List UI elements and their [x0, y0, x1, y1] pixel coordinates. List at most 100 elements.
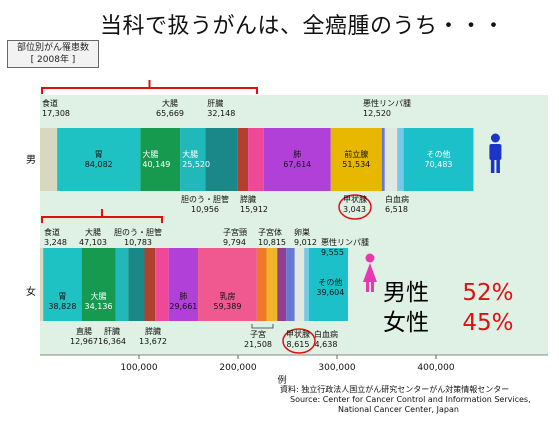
label-f-colon: 大腸 — [91, 291, 107, 301]
label-f-other-value: 39,604 — [316, 288, 344, 297]
person-body — [489, 144, 502, 160]
bar-segment — [266, 248, 278, 321]
label-f-rectum-value: 12,967 — [70, 337, 98, 346]
label-m-stomach-value: 84,082 — [85, 160, 113, 169]
person-leg — [370, 282, 374, 292]
label-f-liver-value: 16,364 — [98, 337, 126, 346]
data-labels: 食道17,308大腸65,669肝臓32,148悪性リンパ腫12,520胃84,… — [42, 98, 453, 349]
label-f-gallbladder-value: 10,783 — [124, 238, 152, 247]
bar-segment — [155, 248, 169, 321]
label-m-prostate-value: 51,534 — [342, 160, 370, 169]
label-m-gallbladder-value: 10,956 — [191, 205, 219, 214]
bar-segment — [81, 248, 116, 321]
label-m-liver-value: 32,148 — [207, 109, 235, 118]
label-m-other: その他 — [427, 149, 451, 159]
person-head — [365, 253, 375, 263]
label-m-colorectum: 大腸 — [162, 98, 178, 108]
label-m-esophagus: 食道 — [42, 98, 58, 108]
label-m-liver: 肝臓 — [207, 98, 223, 108]
label-f-cervix: 子宮頸 — [223, 227, 247, 237]
label-f-leukemia: 白血病 — [314, 329, 338, 339]
sublabel-line2: [ 2008年 ] — [30, 55, 76, 65]
bar-segment — [43, 248, 82, 321]
male-bracket — [41, 87, 258, 94]
label-f-uterine-body-value: 10,815 — [258, 238, 286, 247]
bar-segment — [277, 248, 287, 321]
label-f-pancreas-value: 13,672 — [139, 337, 167, 346]
label-m-prostate: 前立腺 — [344, 149, 368, 159]
label-f-colorectum: 大腸 — [85, 227, 101, 237]
label-f-pancreas: 膵臓 — [145, 326, 161, 336]
person-leg — [490, 158, 495, 173]
bar-segment — [397, 128, 404, 191]
label-f-colon-value: 34,136 — [85, 302, 113, 311]
label-m-pancreas: 膵臓 — [240, 194, 256, 204]
label-m-colon-value: 40,149 — [142, 160, 170, 169]
bar-segment — [140, 128, 181, 191]
source-line3: National Cancer Center, Japan — [338, 405, 459, 414]
bar-segment — [40, 248, 44, 321]
label-f-esophagus-value: 3,248 — [44, 238, 67, 247]
label-f-liver: 肝臓 — [104, 326, 120, 336]
label-m-esophagus-value: 17,308 — [42, 109, 70, 118]
label-f-lymphoma: 悪性リンパ腫 — [321, 237, 369, 247]
sublabel-line1: 部位別がん罹患数 — [16, 43, 89, 53]
label-m-colon: 大腸 — [142, 149, 158, 159]
female-thyroid-circle — [282, 328, 316, 354]
label-m-lung: 肺 — [293, 150, 301, 159]
bar-segment — [237, 128, 249, 191]
bar-segment — [403, 128, 474, 191]
bar-segment — [286, 248, 295, 321]
label-f-stomach: 胃 — [58, 292, 66, 301]
label-f-lung: 肺 — [179, 292, 187, 301]
label-m-thyroid: 甲状腺 — [343, 194, 367, 204]
label-f-breast: 乳房 — [219, 291, 235, 301]
person-leg — [496, 158, 500, 173]
x-axis: 100,000 200,000 300,000 400,000 例 男女 — [26, 154, 548, 386]
male-thyroid-circle — [338, 194, 372, 220]
label-f-rectum: 直腸 — [76, 326, 92, 336]
chart-title: 当科で扱うがんは、全癌腫のうち・・・ — [100, 14, 506, 39]
label-f-esophagus: 食道 — [44, 227, 60, 237]
bar-segment — [294, 248, 305, 321]
label-f-uterine-body: 子宮体 — [258, 227, 282, 237]
bar-segment — [57, 128, 141, 191]
label-m-pancreas-value: 15,912 — [240, 205, 268, 214]
label-f-other: その他 — [318, 277, 342, 287]
source-note: 資料: 独立行政法人国立がん研究センターがん対策情報センター Source: C… — [280, 385, 556, 415]
label-m-lymphoma: 悪性リンパ腫 — [363, 98, 411, 108]
bar-segment — [263, 128, 331, 191]
summary-female-label: 女性 — [383, 310, 429, 336]
label-f-ovary: 卵巣 — [294, 227, 310, 237]
bar-segment — [381, 128, 385, 191]
bar-segment — [330, 128, 382, 191]
summary-male-value: 52% — [462, 280, 514, 306]
annotations — [41, 80, 502, 354]
bar-segment — [304, 248, 309, 321]
x-tick-label: 300,000 — [318, 363, 355, 373]
bar-segment — [256, 248, 267, 321]
summary-female: 女性 45% — [383, 308, 543, 338]
bar-segment — [168, 248, 199, 321]
person-dress — [362, 263, 377, 282]
bar-segment — [180, 128, 206, 191]
label-m-rectum: 大腸 — [182, 149, 198, 159]
x-tick-label: 200,000 — [219, 363, 256, 373]
bar-segment — [205, 128, 238, 191]
bar-segment — [115, 248, 129, 321]
label-f-ovary-value: 9,012 — [294, 238, 317, 247]
label-f-uterus: 子宮 — [250, 329, 266, 339]
summary-male-label: 男性 — [383, 280, 429, 306]
source-line2: Source: Center for Cancer Control and In… — [290, 395, 531, 404]
category-label-male: 男 — [26, 154, 36, 166]
bar-segment — [128, 248, 145, 321]
label-m-leukemia-value: 6,518 — [385, 205, 408, 214]
x-axis-label: 例 — [277, 374, 286, 386]
female-icon — [362, 253, 377, 292]
uterus-brace — [251, 324, 274, 329]
label-m-stomach: 胃 — [95, 150, 103, 159]
label-m-gallbladder: 胆のう・胆管 — [181, 194, 229, 204]
bars — [40, 128, 474, 321]
male-icon — [489, 133, 502, 173]
